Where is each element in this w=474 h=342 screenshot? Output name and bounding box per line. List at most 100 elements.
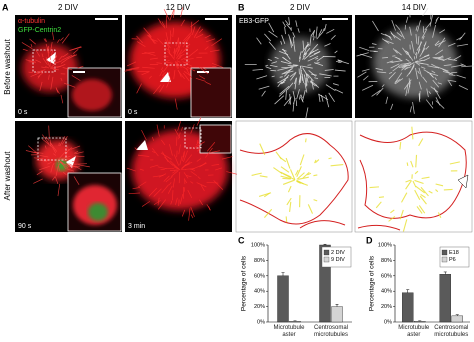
- texture-line: [48, 125, 50, 138]
- texture-line: [187, 49, 199, 58]
- texture-line: [435, 189, 439, 193]
- texture-line: [73, 176, 80, 185]
- texture-line: [435, 100, 445, 109]
- texture-line: [136, 35, 143, 44]
- texture-line: [196, 141, 199, 146]
- texture-line: [141, 201, 150, 207]
- texture-line: [174, 48, 177, 55]
- texture-line: [294, 77, 297, 85]
- texture-line: [184, 163, 190, 167]
- texture-line: [415, 185, 426, 194]
- texture-line: [191, 26, 196, 35]
- texture-line: [169, 34, 172, 44]
- texture-line: [277, 67, 289, 71]
- error-bar: [335, 304, 339, 307]
- texture-line: [148, 187, 158, 197]
- texture-line: [286, 197, 292, 206]
- texture-line: [417, 20, 421, 32]
- texture-line: [156, 62, 163, 64]
- texture-line: [60, 57, 70, 64]
- texture-line: [459, 32, 466, 41]
- texture-line: [62, 67, 73, 71]
- texture-line: [284, 68, 292, 77]
- texture-line: [168, 71, 170, 76]
- stain-label: GFP-Centrin2: [18, 27, 61, 34]
- texture-line: [75, 151, 84, 155]
- texture-line: [302, 45, 308, 58]
- texture-line: [184, 61, 190, 64]
- texture-line: [182, 152, 185, 162]
- texture-line: [409, 106, 412, 113]
- texture-line: [282, 21, 287, 28]
- texture-line: [423, 69, 430, 74]
- texture-line: [199, 67, 209, 75]
- texture-line: [443, 64, 452, 67]
- texture-line: [28, 145, 38, 154]
- texture-line: [286, 82, 294, 91]
- row-header: Before washout: [3, 38, 12, 94]
- texture-line: [313, 36, 315, 41]
- cell-outlines: [239, 131, 467, 231]
- texture-line: [371, 43, 377, 45]
- texture-line: [150, 38, 158, 42]
- texture-line: [268, 41, 276, 50]
- texture-line: [404, 66, 409, 71]
- texture-line: [163, 9, 170, 20]
- texture-line: [157, 166, 168, 170]
- texture-line: [417, 41, 422, 53]
- texture-line: [448, 80, 453, 87]
- texture-line: [186, 175, 192, 178]
- texture-line: [137, 41, 146, 47]
- texture-line: [41, 66, 47, 69]
- texture-line: [424, 22, 432, 31]
- row-header: After washout: [3, 151, 12, 201]
- error-bar: [323, 243, 327, 245]
- texture-line: [422, 76, 428, 83]
- texture-line: [313, 174, 318, 177]
- texture-line: [196, 117, 202, 126]
- texture-line: [277, 81, 282, 88]
- texture-line: [259, 143, 266, 156]
- texture-line: [176, 43, 182, 56]
- texture-line: [63, 171, 67, 175]
- texture-line: [332, 83, 339, 86]
- texture-line: [390, 209, 395, 214]
- texture-line: [149, 57, 158, 60]
- texture-line: [176, 61, 182, 69]
- y-tick-label: 0%: [384, 319, 392, 325]
- texture-line: [302, 67, 310, 79]
- texture-line: [148, 33, 152, 39]
- texture-line: [271, 61, 278, 64]
- texture-line: [399, 30, 405, 39]
- texture-line: [283, 97, 291, 106]
- panel-b-images: [235, 15, 473, 233]
- bar: [439, 274, 451, 323]
- texture-line: [168, 52, 173, 57]
- texture-line: [394, 78, 404, 85]
- texture-line: [176, 60, 181, 63]
- texture-line: [305, 73, 309, 83]
- legend-box: [321, 246, 352, 268]
- timestamp: 90 s: [18, 223, 32, 230]
- texture-line: [173, 154, 180, 166]
- texture-line: [259, 175, 268, 178]
- texture-line: [307, 55, 319, 62]
- bar: [277, 275, 289, 323]
- y-tick-label: 20%: [254, 304, 265, 310]
- texture-line: [418, 205, 426, 214]
- texture-line: [298, 95, 301, 100]
- texture-line: [172, 164, 180, 170]
- texture-line: [177, 49, 180, 53]
- texture-line: [425, 99, 434, 109]
- texture-line: [305, 107, 309, 120]
- texture-line: [315, 26, 318, 39]
- texture-line: [183, 72, 190, 82]
- texture-line: [405, 58, 410, 62]
- texture-line: [205, 147, 213, 158]
- texture-line: [461, 65, 474, 68]
- texture-line: [178, 53, 185, 57]
- texture-line: [307, 73, 314, 82]
- texture-line: [44, 145, 47, 149]
- texture-line: [200, 162, 207, 167]
- texture-line: [159, 21, 166, 29]
